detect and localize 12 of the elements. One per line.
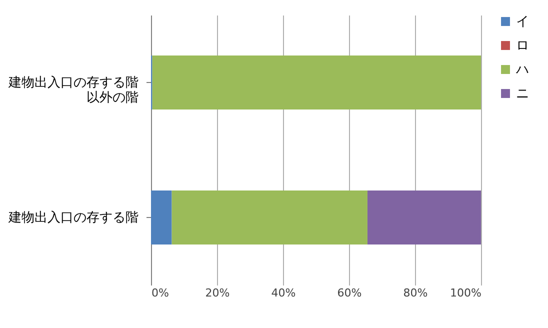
x-tick-label: 80% bbox=[403, 286, 428, 300]
legend-label: ロ bbox=[516, 38, 529, 54]
y-tick-label: 建物出入口の存する階以外の階 bbox=[8, 76, 138, 106]
x-tick-label: 20% bbox=[205, 286, 230, 300]
x-tick-label: 0% bbox=[152, 286, 169, 300]
legend-label: イ bbox=[516, 14, 529, 30]
x-tick-label: 40% bbox=[271, 286, 296, 300]
x-tick-label: 60% bbox=[337, 286, 362, 300]
y-tick-label: 建物出入口の存する階 bbox=[8, 210, 138, 226]
x-tick-label: 100% bbox=[450, 286, 482, 300]
legend-label: ハ bbox=[515, 62, 529, 78]
legend-label: ニ bbox=[516, 86, 529, 102]
